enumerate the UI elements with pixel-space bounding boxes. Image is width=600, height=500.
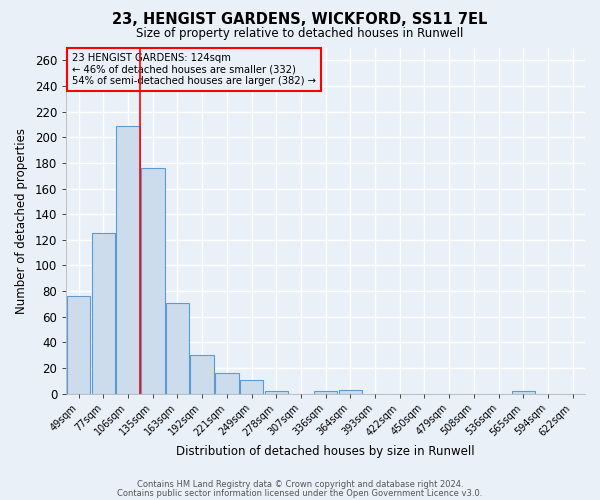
Bar: [240, 380, 263, 394]
Bar: [215, 373, 239, 394]
Bar: [67, 296, 91, 394]
Bar: [141, 168, 164, 394]
Bar: [166, 302, 189, 394]
Bar: [116, 126, 140, 394]
Text: Contains public sector information licensed under the Open Government Licence v3: Contains public sector information licen…: [118, 490, 482, 498]
Bar: [190, 355, 214, 394]
Bar: [338, 390, 362, 394]
Y-axis label: Number of detached properties: Number of detached properties: [15, 128, 28, 314]
Text: 23, HENGIST GARDENS, WICKFORD, SS11 7EL: 23, HENGIST GARDENS, WICKFORD, SS11 7EL: [112, 12, 488, 28]
Bar: [92, 234, 115, 394]
Bar: [265, 391, 288, 394]
Bar: [314, 391, 337, 394]
Text: Contains HM Land Registry data © Crown copyright and database right 2024.: Contains HM Land Registry data © Crown c…: [137, 480, 463, 489]
Bar: [512, 391, 535, 394]
X-axis label: Distribution of detached houses by size in Runwell: Distribution of detached houses by size …: [176, 444, 475, 458]
Text: 23 HENGIST GARDENS: 124sqm
← 46% of detached houses are smaller (332)
54% of sem: 23 HENGIST GARDENS: 124sqm ← 46% of deta…: [71, 52, 316, 86]
Text: Size of property relative to detached houses in Runwell: Size of property relative to detached ho…: [136, 28, 464, 40]
